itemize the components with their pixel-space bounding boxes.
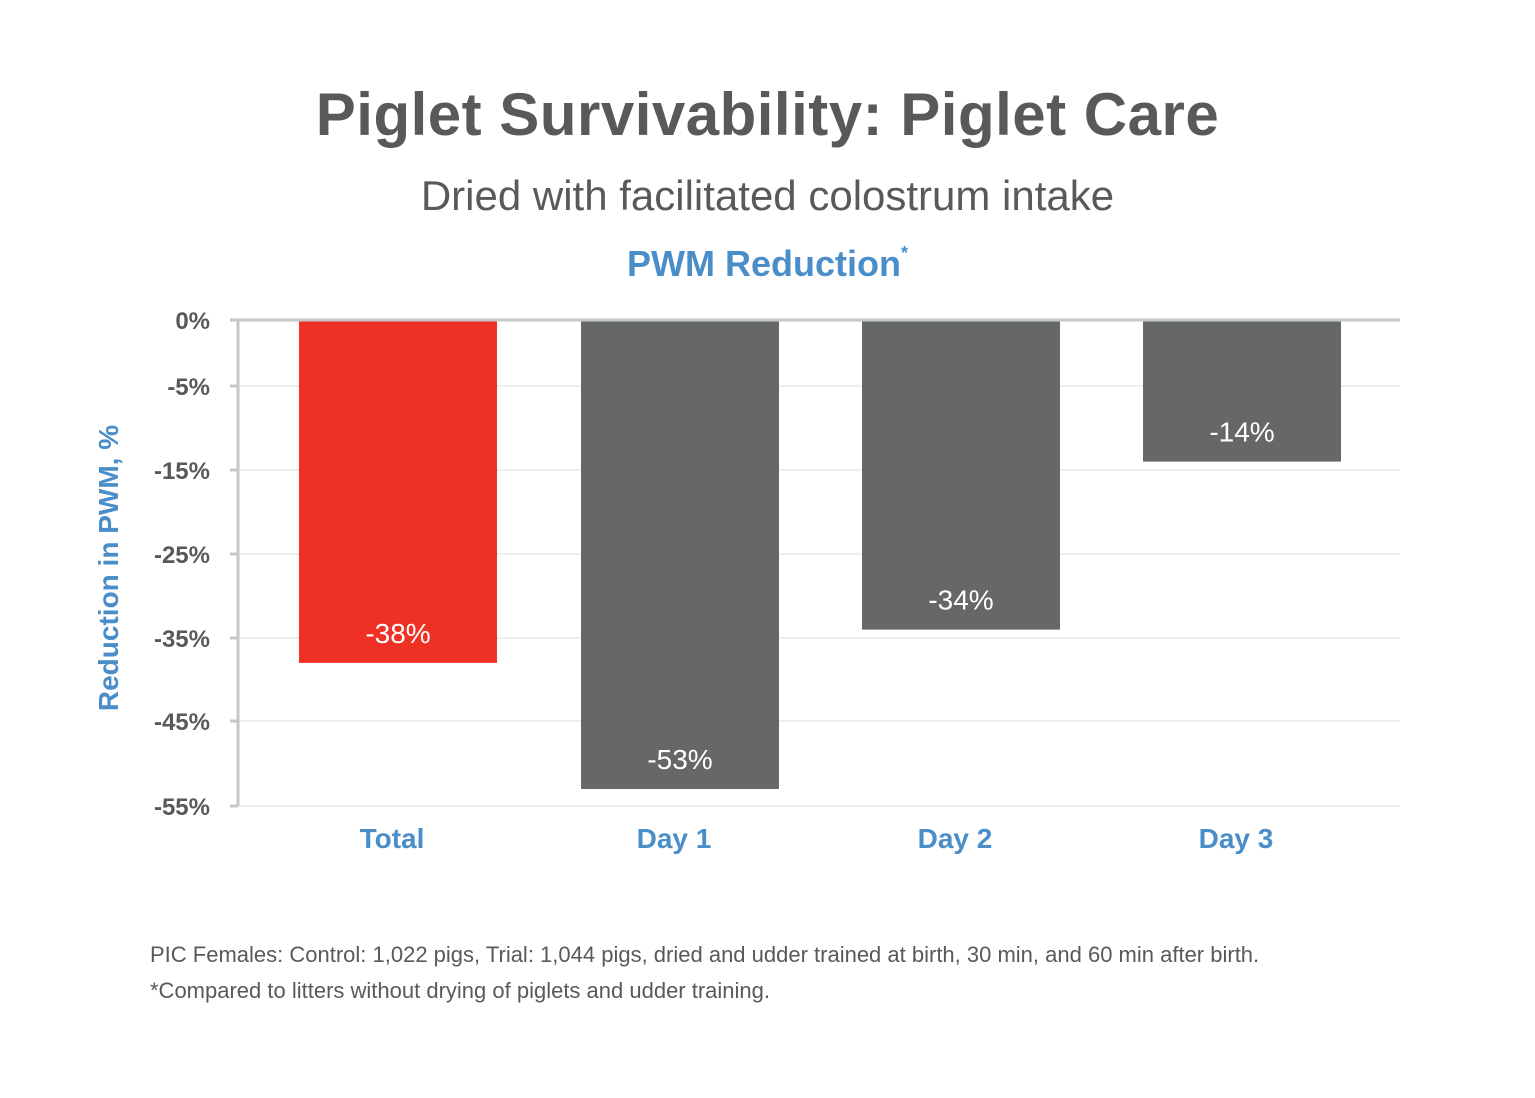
chart-title: PWM Reduction*	[0, 243, 1535, 285]
x-tick-label: Day 3	[1199, 823, 1274, 854]
y-axis-label: Reduction in PWM, %	[93, 425, 124, 711]
bar-day-2	[862, 320, 1060, 630]
y-tick-label: -55%	[154, 794, 210, 821]
data-label: -14%	[1209, 417, 1274, 448]
y-tick-label: -5%	[167, 374, 210, 401]
page-subtitle: Dried with facilitated colostrum intake	[420, 172, 1115, 219]
y-tick-label: -25%	[154, 542, 210, 569]
chart-title-text: PWM Reduction	[627, 243, 901, 284]
footnote-sample: PIC Females: Control: 1,022 pigs, Trial:…	[150, 942, 1260, 967]
x-tick-label: Day 1	[637, 823, 712, 854]
y-tick-label: -45%	[154, 709, 210, 736]
x-tick-label: Day 2	[918, 823, 993, 854]
bar-total	[299, 320, 497, 663]
data-label: -53%	[647, 744, 712, 775]
footnote-comparison: *Compared to litters without drying of p…	[150, 978, 771, 1003]
data-label: -38%	[365, 618, 430, 649]
x-tick-label: Total	[360, 823, 425, 854]
y-tick-label: -35%	[154, 626, 210, 653]
y-tick-label: -15%	[154, 458, 210, 485]
chart-title-asterisk: *	[900, 243, 908, 263]
y-tick-label: 0%	[175, 308, 210, 335]
data-label: -34%	[928, 585, 993, 616]
bar-day-3	[1143, 320, 1341, 462]
page-title: Piglet Survivability: Piglet Care	[315, 81, 1220, 148]
bar-day-1	[581, 320, 779, 789]
